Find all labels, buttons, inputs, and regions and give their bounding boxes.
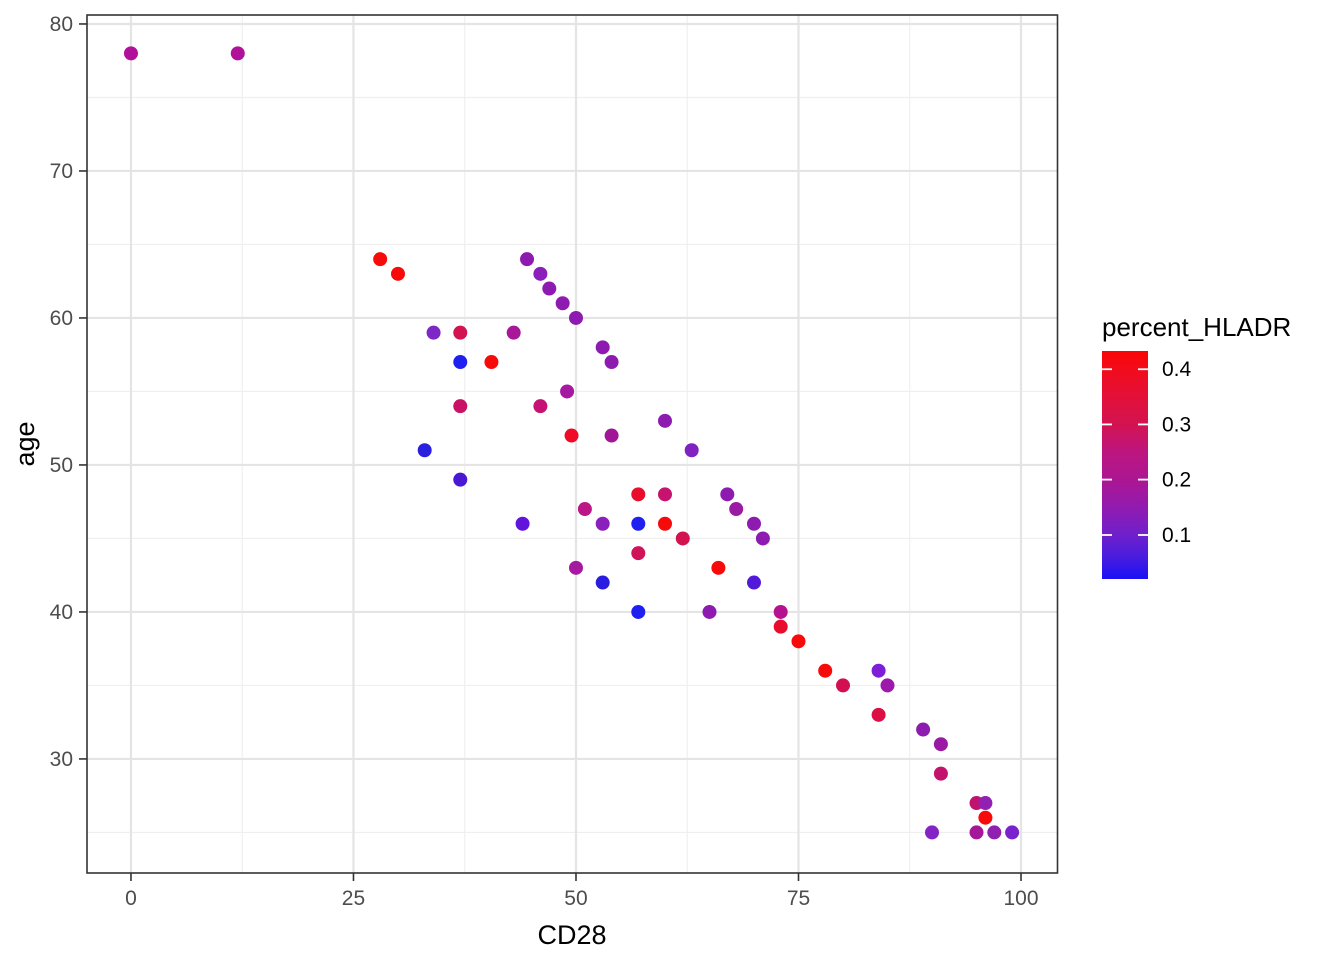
data-point [729,502,744,517]
data-point [836,678,851,693]
data-point [871,707,886,722]
grid-layer [87,15,1058,873]
data-point [417,443,432,458]
data-point [390,266,405,281]
data-point [978,796,993,811]
data-point [568,310,583,325]
data-point [631,604,646,619]
data-point [230,46,245,61]
data-point [604,428,619,443]
data-point [969,825,984,840]
data-point [453,325,468,340]
legend-tick-label: 0.1 [1162,524,1191,547]
data-point [595,575,610,590]
plot-panel [87,15,1058,873]
data-point [925,825,940,840]
data-point [675,531,690,546]
data-point [426,325,441,340]
data-point [880,678,895,693]
data-point [1005,825,1020,840]
x-tick-label: 25 [342,887,365,910]
y-tick-label: 80 [50,13,73,36]
data-point [746,575,761,590]
data-point [373,252,388,267]
data-point [453,355,468,370]
legend-colorbar [1102,351,1148,579]
data-point [515,516,530,531]
panel-border [86,14,1059,874]
legend-layer: 0.4 0.3 0.2 0.1 [1102,351,1192,579]
data-point [978,810,993,825]
data-point [631,516,646,531]
data-point [533,266,548,281]
y-tick-label: 70 [50,160,73,183]
x-tick-label: 100 [1003,887,1038,910]
data-point [506,325,521,340]
data-point [773,604,788,619]
legend-title: percent_HLADR [1102,312,1291,342]
data-point [657,516,672,531]
data-point [631,487,646,502]
data-point [746,516,761,531]
data-point [453,472,468,487]
points-layer [123,46,1020,840]
data-point [987,825,1002,840]
data-point [533,399,548,414]
data-point [755,531,770,546]
data-point [720,487,735,502]
data-point [520,252,535,267]
data-point [631,546,646,561]
y-axis-title: age [10,421,40,466]
data-point [595,340,610,355]
data-point [791,634,806,649]
data-point [933,766,948,781]
x-tick-label: 50 [564,887,587,910]
data-point [818,663,833,678]
y-tick-label: 50 [50,454,73,477]
data-point [604,355,619,370]
axes-layer: 0 25 50 75 100 30 40 50 60 70 80 [50,13,1059,910]
data-point [542,281,557,296]
data-point [568,560,583,575]
data-point [657,487,672,502]
panel-background [87,15,1058,873]
x-tick-label: 0 [125,887,137,910]
data-point [453,399,468,414]
y-tick-label: 60 [50,307,73,330]
data-point [123,46,138,61]
y-tick-label: 30 [50,748,73,771]
data-point [684,443,699,458]
data-point [933,737,948,752]
data-point [773,619,788,634]
data-point [560,384,575,399]
legend-tick-label: 0.4 [1162,358,1192,381]
x-axis-title: CD28 [537,920,606,950]
data-point [555,296,570,311]
data-point [577,502,592,517]
data-point [564,428,579,443]
legend-tick-label: 0.3 [1162,413,1191,436]
y-tick-label: 40 [50,601,73,624]
data-point [657,413,672,428]
x-tick-label: 75 [787,887,810,910]
data-point [871,663,886,678]
data-point [484,355,499,370]
legend-tick-label: 0.2 [1162,469,1191,492]
data-point [595,516,610,531]
data-point [916,722,931,737]
data-point [702,604,717,619]
data-point [711,560,726,575]
